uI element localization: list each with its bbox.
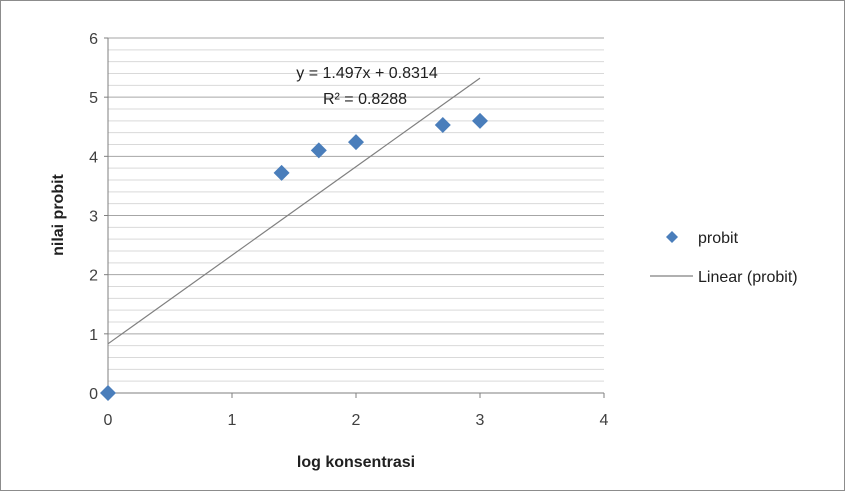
y-tick-label: 5 <box>89 90 98 107</box>
r-squared-label: R² = 0.8288 <box>323 91 407 108</box>
legend-diamond-marker <box>666 231 678 243</box>
data-point <box>273 164 290 181</box>
legend-label-probit: probit <box>698 230 739 247</box>
y-tick-label: 4 <box>89 149 98 166</box>
trendline-equation: y = 1.497x + 0.8314 <box>296 65 438 82</box>
x-tick-label: 4 <box>600 412 609 429</box>
y-axis-title: nilai probit <box>50 173 67 255</box>
data-points <box>100 112 488 401</box>
x-tick-label: 2 <box>352 412 361 429</box>
y-tick-label: 0 <box>89 386 98 403</box>
data-point <box>472 112 488 129</box>
y-tick-label: 6 <box>89 31 98 48</box>
x-tick-label: 0 <box>104 412 113 429</box>
x-tick-label: 1 <box>228 412 237 429</box>
data-point <box>348 134 364 151</box>
x-axis-title: log konsentrasi <box>297 454 415 471</box>
data-point <box>434 116 451 133</box>
data-point <box>100 385 116 401</box>
data-point <box>310 142 327 159</box>
gridlines <box>108 37 604 382</box>
y-tick-label: 2 <box>89 268 98 285</box>
x-tick-label: 3 <box>476 412 485 429</box>
legend: probit Linear (probit) <box>650 230 798 286</box>
legend-label-linear: Linear (probit) <box>698 269 798 286</box>
y-tick-label: 3 <box>89 209 98 226</box>
y-tick-label: 1 <box>89 327 98 344</box>
trendline-group <box>107 77 481 345</box>
linear-trendline <box>107 77 481 345</box>
tick-labels: 0 1 2 3 4 5 6 0 1 2 3 4 <box>89 31 608 429</box>
